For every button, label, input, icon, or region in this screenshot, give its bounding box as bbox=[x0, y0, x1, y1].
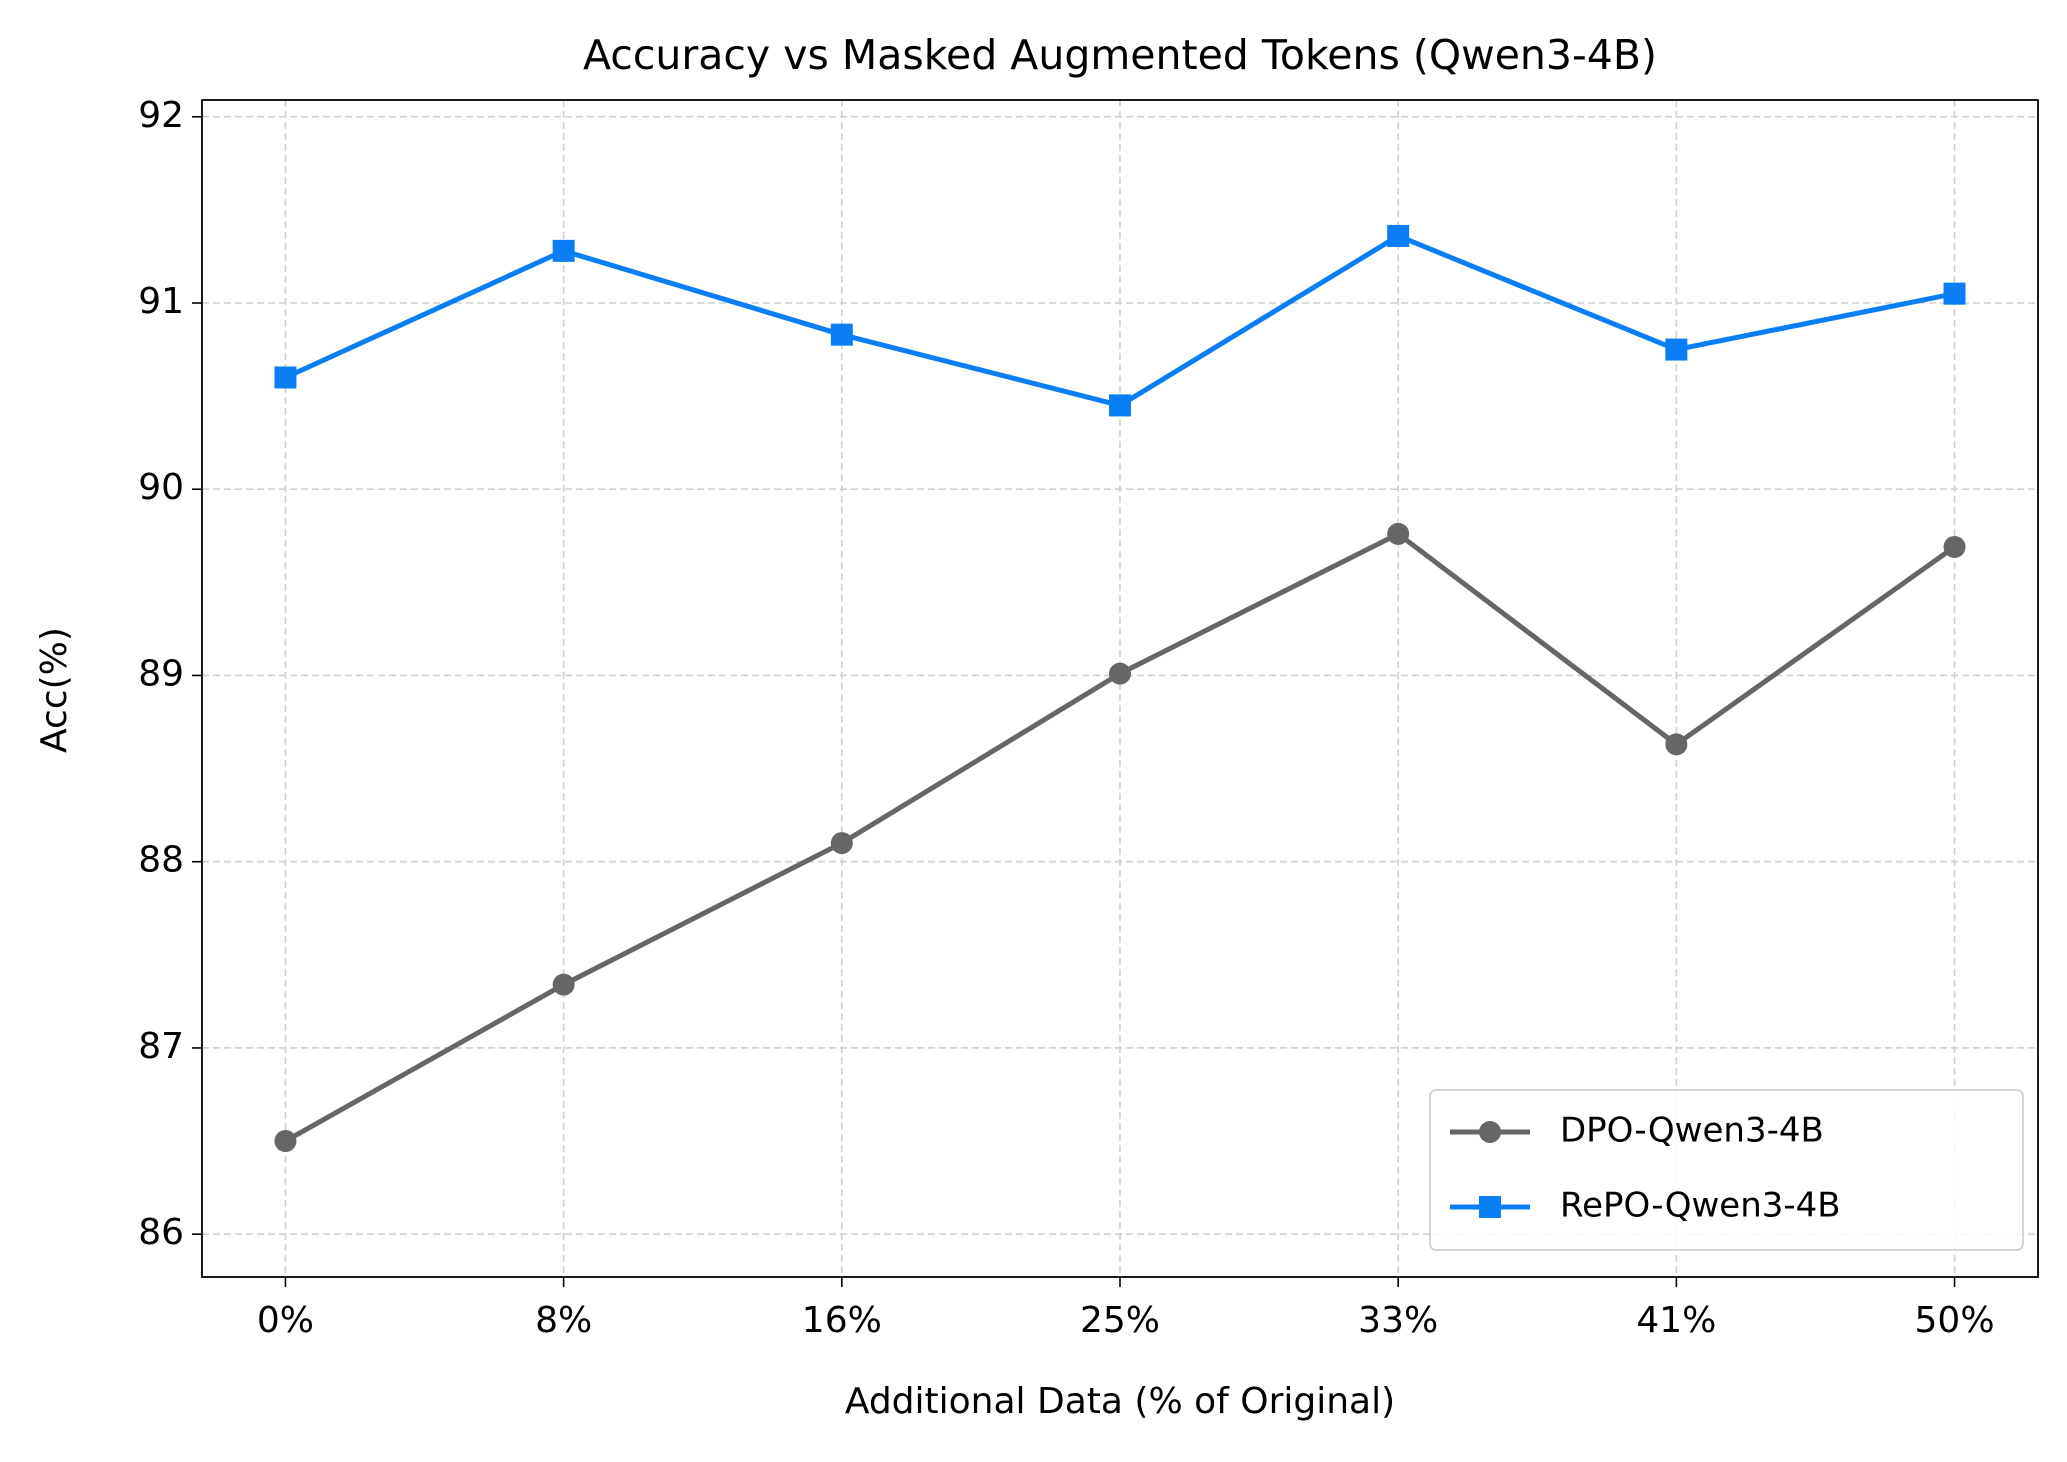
y-tick-label: 87 bbox=[138, 1026, 184, 1067]
plot-frame bbox=[201, 99, 2039, 1278]
x-tick-label: 50% bbox=[1915, 1300, 1995, 1341]
point bbox=[552, 239, 575, 262]
legend-marker bbox=[1479, 1121, 1501, 1143]
y-axis-label: Acc(%) bbox=[34, 627, 75, 753]
y-tick-label: 91 bbox=[138, 281, 184, 322]
legend-label: RePO-Qwen3-4B bbox=[1560, 1186, 1841, 1226]
point bbox=[1943, 282, 1966, 305]
legend: DPO-Qwen3-4B RePO-Qwen3-4B bbox=[1429, 1089, 2024, 1251]
y-tick-label: 86 bbox=[138, 1212, 184, 1253]
legend-label: DPO-Qwen3-4B bbox=[1560, 1111, 1824, 1151]
legend-marker bbox=[1479, 1196, 1501, 1218]
chart-title: Accuracy vs Masked Augmented Tokens (Qwe… bbox=[583, 31, 1657, 79]
point bbox=[1665, 338, 1688, 361]
y-tick-label: 90 bbox=[138, 467, 184, 508]
legend-box bbox=[1429, 1089, 2024, 1251]
x-tick-label: 0% bbox=[257, 1300, 314, 1341]
y-tick-label: 89 bbox=[138, 653, 184, 694]
point bbox=[830, 832, 853, 855]
point bbox=[1109, 394, 1131, 417]
point bbox=[830, 323, 853, 346]
point bbox=[1665, 733, 1688, 756]
point bbox=[1943, 535, 1966, 558]
point bbox=[1109, 662, 1131, 685]
point bbox=[552, 973, 575, 996]
point bbox=[274, 1130, 297, 1153]
x-axis-label: Additional Data (% of Original) bbox=[845, 1381, 1395, 1422]
x-tick-label: 41% bbox=[1636, 1300, 1716, 1341]
x-tick-label: 25% bbox=[1080, 1300, 1160, 1341]
x-tick-label: 16% bbox=[802, 1300, 882, 1341]
x-tick-label: 33% bbox=[1358, 1300, 1438, 1341]
x-tick-label: 8% bbox=[535, 1300, 592, 1341]
y-tick-label: 88 bbox=[138, 840, 184, 881]
point bbox=[1387, 224, 1410, 247]
point bbox=[1387, 522, 1410, 545]
point bbox=[274, 366, 297, 389]
y-tick-label: 92 bbox=[138, 95, 184, 136]
